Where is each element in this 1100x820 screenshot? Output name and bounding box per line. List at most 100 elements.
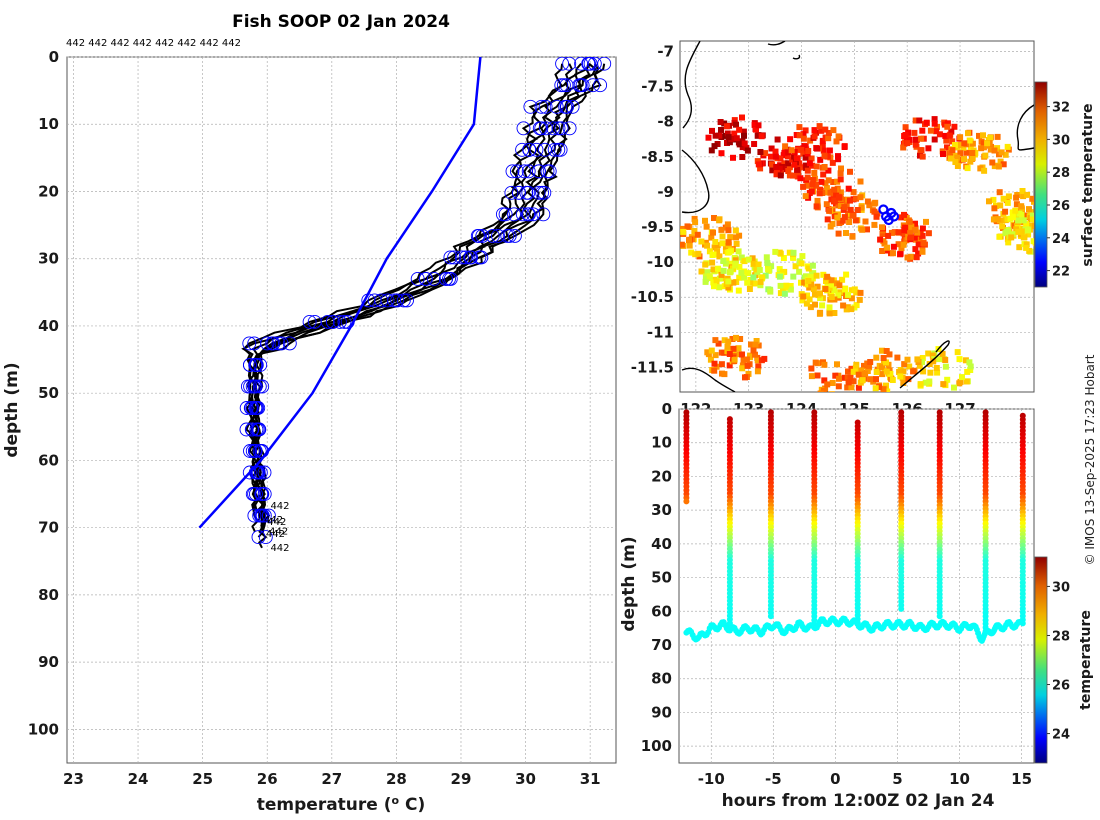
sst-pixel xyxy=(710,229,716,236)
sst-pixel xyxy=(1004,199,1011,206)
profile-x-tick-label: 30 xyxy=(515,770,536,788)
section-y-tick-label: 10 xyxy=(651,434,672,452)
sst-pixel xyxy=(944,123,951,130)
sst-pixel xyxy=(825,167,832,174)
profile-marker xyxy=(251,422,266,437)
profile-marker xyxy=(565,99,580,114)
sst-pixel xyxy=(895,229,902,236)
sst-pixel xyxy=(821,152,828,159)
sst-pixel xyxy=(820,387,827,392)
profile-marker xyxy=(504,185,519,200)
sst-pixel xyxy=(905,376,912,383)
sst-pixel xyxy=(949,138,956,145)
sst-pixel xyxy=(830,393,836,399)
sst-pixel xyxy=(752,341,759,348)
sst-pixel xyxy=(811,127,818,134)
sst-pixel xyxy=(967,158,974,165)
sst-pixel xyxy=(873,213,880,220)
sst-pixel xyxy=(798,260,805,267)
sst-pixel xyxy=(930,358,937,365)
sst-pixel xyxy=(965,130,971,137)
sst-pixel xyxy=(940,151,946,157)
sst-pixel xyxy=(751,141,758,147)
profile-marker xyxy=(537,185,552,200)
sst-pixel xyxy=(857,178,864,185)
sst-pixel xyxy=(741,258,748,265)
sst-pixel xyxy=(977,165,984,172)
profile-y-tick-label: 70 xyxy=(38,519,59,537)
sst-pixel xyxy=(755,342,762,349)
sst-pixel xyxy=(956,356,963,363)
sst-pixel xyxy=(821,164,828,170)
profile-marker xyxy=(443,250,458,265)
section-x-tick-label: -5 xyxy=(765,770,782,788)
sst-pixel xyxy=(829,380,836,386)
sst-pixel xyxy=(845,291,851,298)
sst-pixel xyxy=(853,302,860,309)
sst-pixel xyxy=(811,133,818,140)
sst-pixel xyxy=(798,146,805,153)
sst-pixel xyxy=(850,378,857,385)
profile-marker xyxy=(252,508,267,523)
sst-pixel xyxy=(831,186,838,193)
sst-pixel xyxy=(1003,229,1010,236)
sst-pixel xyxy=(804,182,811,189)
profile-marker xyxy=(243,444,257,458)
sst-pixel xyxy=(714,242,721,249)
sst-pixel xyxy=(731,130,738,137)
sst-pixel xyxy=(1014,223,1021,230)
profile-marker xyxy=(526,207,541,222)
sst-pixel xyxy=(736,263,743,270)
sst-pixel xyxy=(834,178,841,185)
profile-x-tick-label: 26 xyxy=(257,770,278,788)
sst-pixel xyxy=(839,276,846,283)
sst-pixel xyxy=(706,248,713,255)
section-colorbar-tick-label: 30 xyxy=(1052,580,1070,595)
sst-pixel xyxy=(919,232,926,239)
sst-pixel xyxy=(837,189,844,196)
sst-pixel xyxy=(1023,221,1030,228)
profile-marker xyxy=(332,314,347,329)
coastline-timor xyxy=(681,149,710,214)
sst-pixel xyxy=(709,259,716,266)
profile-marker xyxy=(575,78,590,93)
sst-pixel xyxy=(773,171,780,178)
sst-pixel xyxy=(733,240,740,247)
sst-pixel xyxy=(858,204,865,211)
sst-pixel xyxy=(808,281,815,288)
sst-pixel xyxy=(848,392,854,398)
sst-pixel xyxy=(966,359,973,366)
sst-pixel xyxy=(1025,231,1032,238)
sst-pixel xyxy=(957,134,964,141)
sst-pixel xyxy=(834,361,840,368)
sst-pixel xyxy=(757,279,764,285)
credit-text: © IMOS 13-Sep-2025 17:23 Hobart xyxy=(1083,354,1097,565)
profile-marker xyxy=(507,207,521,222)
sst-pixel xyxy=(884,244,891,251)
profile-marker xyxy=(337,314,352,329)
sst-pixel xyxy=(1016,244,1023,251)
sst-pixel xyxy=(862,218,869,225)
sst-pixel xyxy=(999,223,1006,230)
sst-pixel xyxy=(948,128,955,135)
sst-pixel xyxy=(718,150,725,157)
sst-pixel xyxy=(757,282,764,289)
sst-pixel xyxy=(736,232,743,239)
profile-x-label: temperature (o C) xyxy=(257,794,426,816)
sst-pixel xyxy=(843,271,850,278)
sst-pixel xyxy=(954,349,961,356)
sst-pixel xyxy=(688,249,695,256)
sst-pixel xyxy=(831,310,838,316)
sst-pixel xyxy=(759,274,766,281)
sst-pixel xyxy=(856,296,863,303)
sst-pixel xyxy=(745,370,752,377)
sst-pixel xyxy=(718,127,724,133)
profile-y-tick-label: 30 xyxy=(38,250,59,268)
section-y-tick-label: 0 xyxy=(662,400,672,418)
sst-pixel xyxy=(736,126,743,133)
sst-pixel xyxy=(903,237,910,244)
sst-pixel xyxy=(809,262,816,269)
profile-marker xyxy=(517,164,532,179)
sst-pixel xyxy=(831,197,838,204)
sst-pixel xyxy=(963,378,970,385)
